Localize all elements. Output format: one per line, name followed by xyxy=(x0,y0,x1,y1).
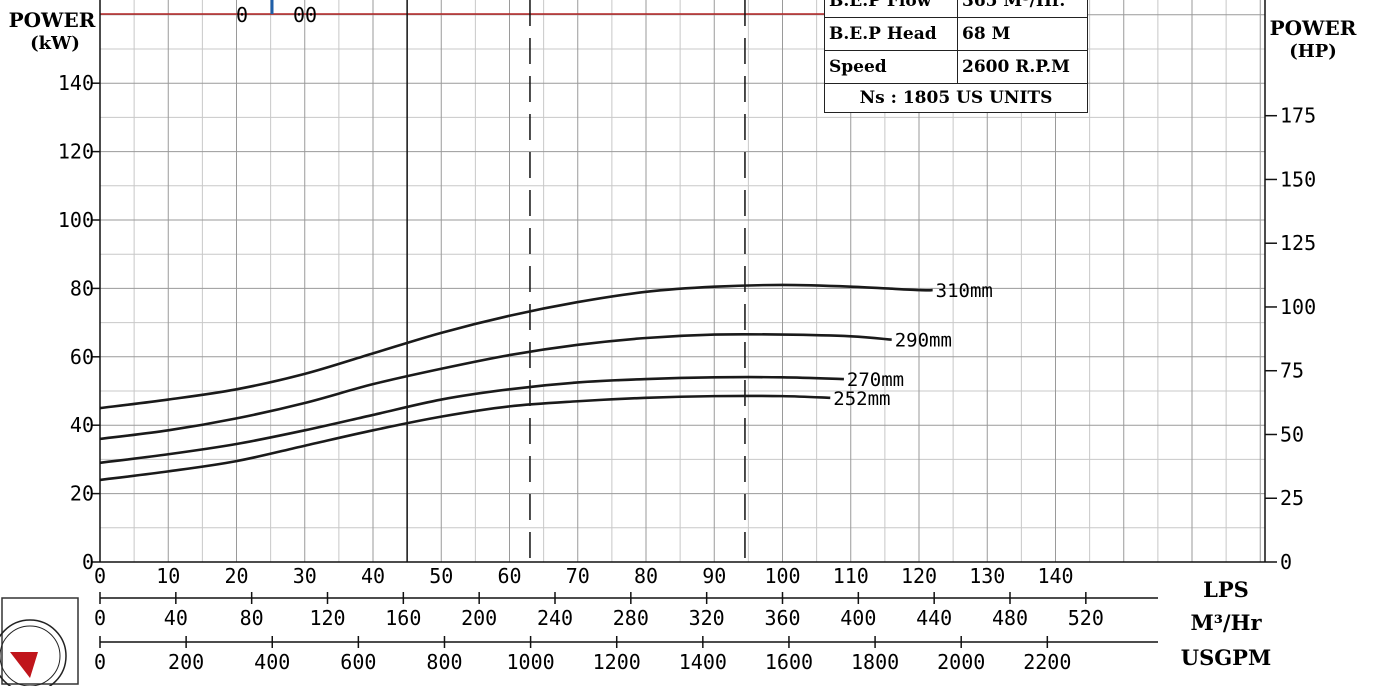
x-axis-unit-lps: LPS xyxy=(1203,577,1249,602)
info-key: B.E.P Head xyxy=(825,18,958,50)
x-tick-label: 70 xyxy=(566,564,590,588)
x-tick-label: 480 xyxy=(992,606,1028,630)
info-key: Speed xyxy=(825,51,958,83)
x-tick-label: 120 xyxy=(901,564,937,588)
right-tick-label: 75 xyxy=(1280,359,1304,383)
x-tick-label: 600 xyxy=(340,650,376,673)
info-value: 2600 R.P.M xyxy=(962,57,1070,77)
x-tick-label: 200 xyxy=(168,650,204,673)
left-y-ticks: 0 20 40 60 80 100 120 140 xyxy=(58,71,100,574)
left-axis-label-line1: POWER xyxy=(9,8,96,32)
x-tick-label: 1000 xyxy=(507,650,555,673)
x-tick-label: 140 xyxy=(1037,564,1073,588)
x-tick-label: 50 xyxy=(429,564,453,588)
right-axis-label-line1: POWER xyxy=(1270,16,1357,40)
right-tick-label: 100 xyxy=(1280,295,1316,319)
right-tick-label: 25 xyxy=(1280,486,1304,510)
x-axis-m3hr: 0 40 80 120 160 200 240 280 320 360 400 440 480 520 xyxy=(94,592,1158,630)
x-tick-label: 1400 xyxy=(679,650,727,673)
x-tick-label: 360 xyxy=(764,606,800,630)
x-tick-label: 100 xyxy=(764,564,800,588)
right-tick-label: 125 xyxy=(1280,231,1316,255)
x-tick-label: 0 xyxy=(94,650,106,673)
left-tick-label: 20 xyxy=(70,482,94,506)
x-tick-label: 60 xyxy=(497,564,521,588)
left-tick-label: 40 xyxy=(70,413,94,437)
curve-270mm xyxy=(99,375,844,465)
power-curves xyxy=(99,283,933,482)
company-logo xyxy=(0,597,79,686)
left-tick-label: 120 xyxy=(58,140,94,164)
major-gridlines xyxy=(99,0,1265,563)
x-axis-lps: 0 10 20 30 40 50 60 70 80 90 100 110 120 130 140 xyxy=(94,564,1074,588)
curve-310mm xyxy=(99,283,933,410)
x-tick-label: 1800 xyxy=(851,650,899,673)
left-tick-label: 80 xyxy=(70,276,94,300)
x-tick-label: 80 xyxy=(240,606,264,630)
info-key: B.E.P Flow xyxy=(825,0,958,17)
x-tick-label: 1600 xyxy=(765,650,813,673)
left-tick-label: 100 xyxy=(58,208,94,232)
x-tick-label: 20 xyxy=(224,564,248,588)
reference-lines xyxy=(406,0,746,562)
x-tick-label: 400 xyxy=(840,606,876,630)
x-tick-label: 200 xyxy=(461,606,497,630)
info-value: 365 M³/Hr. xyxy=(962,0,1066,11)
minor-gridlines xyxy=(100,0,1265,562)
right-axis-label-line2: (HP) xyxy=(1289,41,1337,62)
x-tick-label: 440 xyxy=(916,606,952,630)
x-tick-label: 800 xyxy=(426,650,462,673)
x-tick-label: 130 xyxy=(969,564,1005,588)
specific-speed-footer: Ns : 1805 US UNITS xyxy=(859,88,1053,108)
x-tick-label: 80 xyxy=(634,564,658,588)
x-tick-label: 0 xyxy=(94,564,106,588)
left-tick-label: 0 xyxy=(82,550,94,574)
right-tick-label: 0 xyxy=(1280,550,1292,574)
x-tick-label: 40 xyxy=(361,564,385,588)
curve-label-290mm: 290mm xyxy=(895,330,952,352)
x-tick-label: 90 xyxy=(702,564,726,588)
x-tick-label: 40 xyxy=(164,606,188,630)
x-axis-unit-m3hr: M³/Hr xyxy=(1190,610,1262,635)
right-y-ticks: 0 25 50 75 100 125 150 175 xyxy=(1265,104,1316,574)
x-tick-label: 1200 xyxy=(593,650,641,673)
info-row-speed: Speed 2600 R.P.M xyxy=(825,51,1087,84)
curve-252mm xyxy=(99,394,831,482)
right-tick-label: 175 xyxy=(1280,104,1316,128)
curve-label-252mm: 252mm xyxy=(833,388,890,410)
top-axis-fragment-0: 0 xyxy=(236,3,248,27)
info-value: 68 M xyxy=(962,24,1011,44)
left-tick-label: 140 xyxy=(58,71,94,95)
curve-290mm xyxy=(99,332,892,441)
x-tick-label: 240 xyxy=(537,606,573,630)
curve-label-310mm: 310mm xyxy=(936,280,993,302)
x-tick-label: 2000 xyxy=(937,650,985,673)
right-tick-label: 50 xyxy=(1280,422,1304,446)
x-tick-label: 10 xyxy=(156,564,180,588)
x-axis-unit-usgpm: USGPM xyxy=(1181,645,1271,670)
curve-label-270mm: 270mm xyxy=(847,369,904,391)
x-tick-label: 110 xyxy=(833,564,869,588)
info-row-bep-head: B.E.P Head 68 M xyxy=(825,18,1087,51)
x-tick-label: 520 xyxy=(1068,606,1104,630)
left-tick-label: 60 xyxy=(70,345,94,369)
pump-info-table: B.E.P Flow 365 M³/Hr. B.E.P Head 68 M Sp… xyxy=(824,0,1088,113)
x-tick-label: 120 xyxy=(309,606,345,630)
info-row-bep-flow: B.E.P Flow 365 M³/Hr. xyxy=(825,0,1087,18)
x-tick-label: 320 xyxy=(689,606,725,630)
right-tick-label: 150 xyxy=(1280,167,1316,191)
top-axis-fragment-1: 00 xyxy=(293,3,317,27)
x-tick-label: 30 xyxy=(293,564,317,588)
x-tick-label: 0 xyxy=(94,606,106,630)
x-tick-label: 280 xyxy=(613,606,649,630)
x-tick-label: 160 xyxy=(385,606,421,630)
x-tick-label: 400 xyxy=(254,650,290,673)
x-tick-label: 2200 xyxy=(1023,650,1071,673)
x-axis-usgpm: 0 200 400 600 800 1000 1200 1400 1600 1800 2000 220… xyxy=(94,636,1158,673)
left-axis-label-line2: (kW) xyxy=(30,33,80,54)
